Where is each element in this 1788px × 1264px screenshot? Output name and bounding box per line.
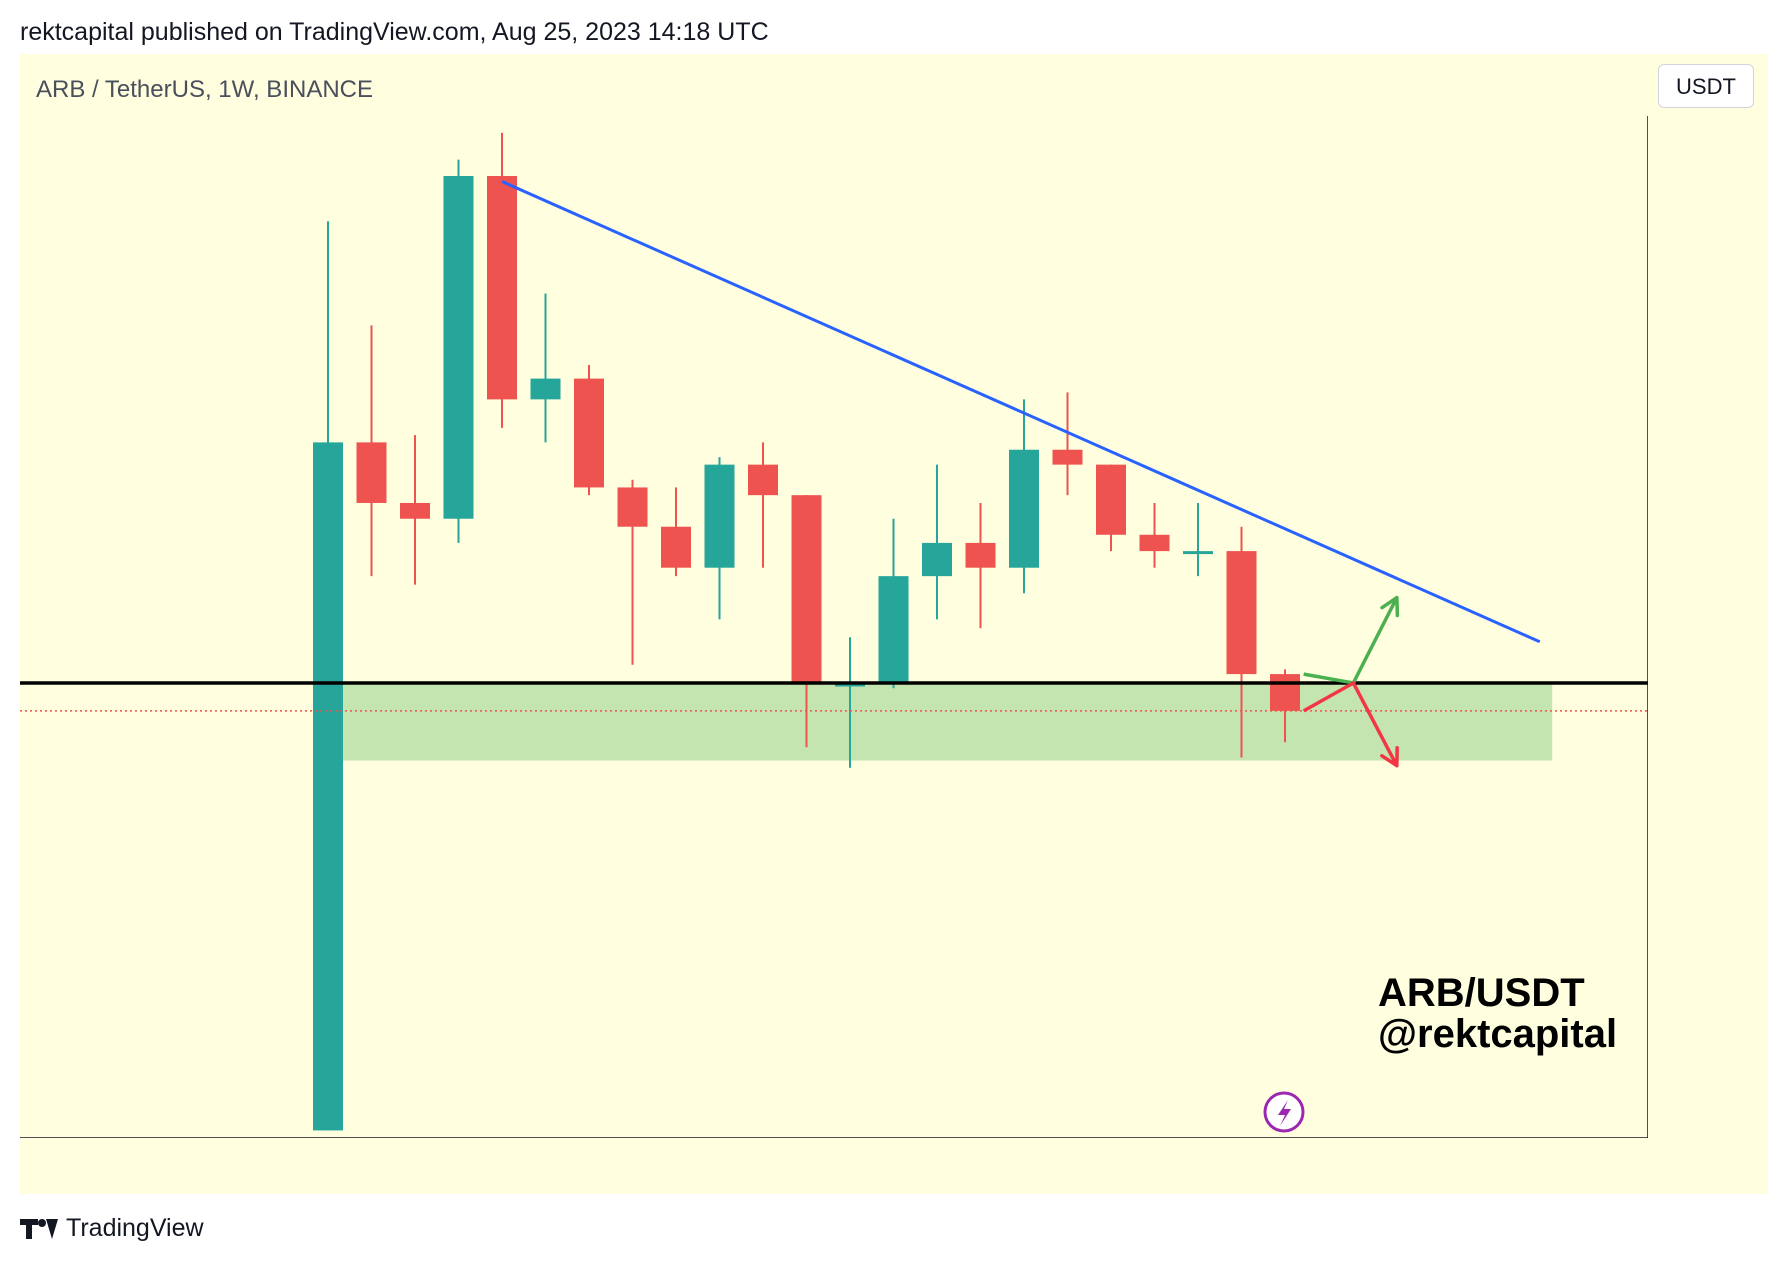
candle-body [1183,551,1213,555]
candle [356,325,387,577]
descending-trendline [501,180,1541,644]
candle [1183,502,1213,577]
candle [965,502,996,629]
candle-body [922,542,952,577]
candle-body [748,464,778,496]
time-axis-background [20,1138,1648,1194]
candle [530,293,561,443]
candle [704,457,735,620]
candle [1270,669,1300,743]
candle [1052,392,1083,496]
candle [313,221,343,1131]
lightning-icon-bolt [1278,1100,1291,1126]
candle [617,479,648,665]
footer-brand-label: TradingView [66,1214,204,1242]
candle-body [1226,551,1257,675]
down-scenario-arrow [1302,681,1399,767]
candle-body [574,378,604,488]
candle-body [661,526,691,568]
candle-body [791,495,822,684]
down-arrow-head [1380,745,1399,768]
candle [791,495,822,748]
candle-body [1009,449,1039,568]
candle-body [835,683,865,687]
candle [922,464,952,620]
candle-body [1096,464,1126,535]
plot-background [20,54,1648,1138]
candle [661,487,691,577]
price-axis-background [1648,54,1768,1194]
footer-brand[interactable]: TradingView [20,1214,204,1243]
candle-body [617,487,648,527]
support-zone-layer [328,682,1553,761]
up-arrow-head [1380,595,1400,618]
watermark-handle: @rektcapital [1378,1012,1617,1056]
currency-button[interactable]: USDT [1658,64,1754,108]
lightning-icon[interactable] [1263,1091,1305,1133]
publisher-line: rektcapital published on TradingView.com… [20,18,769,46]
candle [400,435,430,585]
candle [443,159,474,543]
candle [574,364,604,496]
support-zone [328,682,1553,761]
candle-body [878,576,909,684]
candle-body [1052,449,1083,465]
candle-body [487,176,517,400]
candle-body [1270,674,1300,711]
candle-body [1139,534,1170,552]
candle-body [704,464,735,568]
candle-body [530,378,561,400]
candle-body [400,502,430,519]
candle [878,518,909,689]
candle-body [356,442,387,503]
candle [1096,464,1126,552]
symbol-label: ARB / TetherUS, 1W, BINANCE [36,76,373,103]
candle [835,637,865,768]
candle-body [313,442,343,1131]
candle [748,442,778,568]
watermark-pair: ARB/USDT [1378,971,1585,1015]
tradingview-logo-icon [20,1218,58,1239]
candle [487,132,517,428]
candle-body [443,176,474,519]
candle [1009,399,1039,594]
candle-body [965,542,996,568]
candle [1139,502,1170,568]
drawings-layer [20,180,1648,768]
candles-layer [313,132,1300,1131]
candle [1226,526,1257,758]
